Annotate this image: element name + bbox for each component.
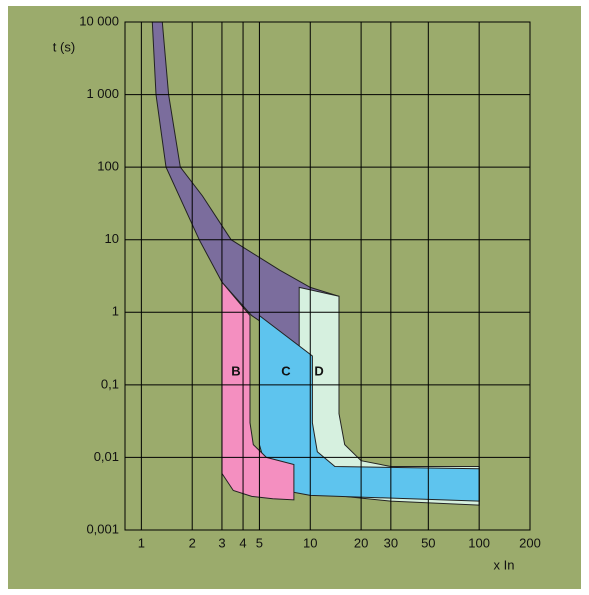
plot-frame (124, 21, 531, 531)
x-tick-label: 100 (468, 535, 490, 550)
y-tick-label: 0,001 (86, 521, 119, 536)
y-tick-label: 10 000 (79, 13, 119, 28)
x-axis-label: x In (494, 557, 515, 572)
x-tick-label: 1 (138, 535, 145, 550)
x-tick-label: 2 (189, 535, 196, 550)
y-tick-label: 0,01 (94, 449, 119, 464)
trip-band (221, 280, 295, 501)
x-tick-label: 10 (303, 535, 317, 550)
band-label: B (231, 364, 240, 379)
y-tick-label: 0,1 (101, 376, 119, 391)
y-tick-label: 100 (97, 159, 119, 174)
x-tick-label: 3 (218, 535, 225, 550)
x-tick-label: 5 (256, 535, 263, 550)
band-label: D (314, 364, 323, 379)
x-tick-label: 4 (239, 535, 246, 550)
y-axis-label: t (s) (53, 39, 75, 54)
y-tick-label: 10 (105, 231, 119, 246)
x-tick-label: 30 (384, 535, 398, 550)
band-label: C (281, 364, 291, 379)
y-tick-label: 1 (112, 304, 119, 319)
x-tick-label: 200 (519, 535, 541, 550)
y-tick-label: 1 000 (86, 86, 119, 101)
x-tick-label: 50 (421, 535, 435, 550)
x-tick-label: 20 (354, 535, 368, 550)
